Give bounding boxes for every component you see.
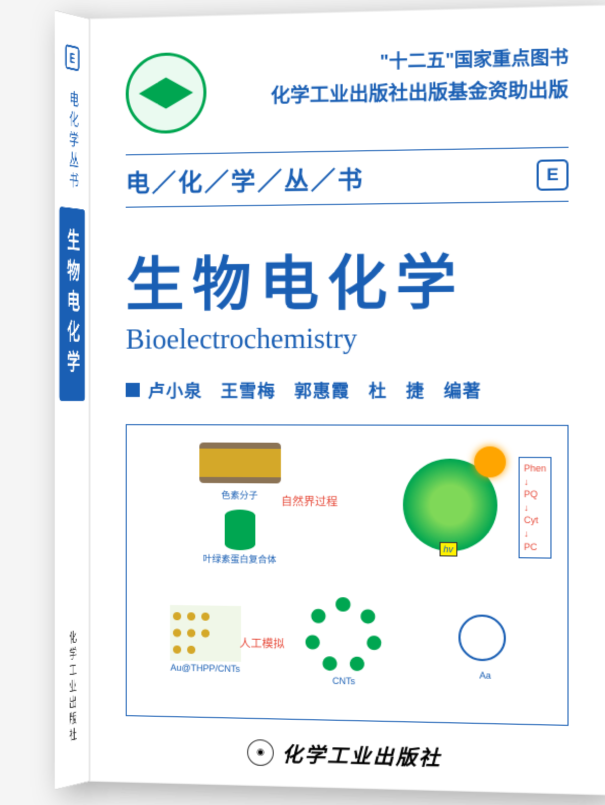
publisher-name: 化学工业出版社: [282, 738, 442, 772]
sun-icon: [474, 446, 506, 477]
electrode-icon: [438, 606, 533, 669]
science-diagram: 色素分子 叶绿素蛋白复合体 自然界过程 hv Phen ↓ PQ ↓: [126, 424, 569, 726]
publisher-logo-icon: ◉: [247, 739, 274, 766]
spine-title: 生物电化学: [59, 206, 85, 401]
porphyrin-ring-icon: [305, 596, 383, 674]
cover-logo-icon: E: [537, 159, 569, 191]
book-container: E 电化学丛书 生物电化学 化学工业出版社 "十二五"国家重点图书 化学工业出版…: [30, 5, 605, 796]
chain-pc: PC: [524, 541, 537, 551]
main-title: 生物电化学: [126, 233, 569, 323]
au-thpp-label: Au@THPP/CNTs: [170, 662, 240, 673]
chain-pq: PQ: [524, 489, 538, 499]
spine-publisher: 化学工业出版社: [67, 630, 78, 746]
nanoparticle-lattice-icon: [170, 604, 241, 661]
pigment-label: 色素分子: [221, 488, 258, 501]
spine-logo-icon: E: [65, 44, 79, 71]
authors-list: 卢小泉 王雪梅 郭惠霞 杜 捷 编著: [148, 376, 482, 402]
natural-process-label: 自然界过程: [281, 493, 338, 510]
author-bullet-icon: [126, 382, 140, 396]
authors-row: 卢小泉 王雪梅 郭惠霞 杜 捷 编著: [126, 376, 569, 402]
spine-series-label: 电化学丛书: [65, 89, 79, 193]
front-cover: "十二五"国家重点图书 化学工业出版社出版基金资助出版 电／化／学／丛／书 E …: [90, 5, 605, 796]
cnts-label-1: CNTs: [332, 675, 355, 686]
diagram-top-row: 色素分子 叶绿素蛋白复合体 自然界过程 hv Phen ↓ PQ ↓: [137, 435, 557, 575]
chain-sep1: ↓: [524, 476, 529, 486]
book-spine: E 电化学丛书 生物电化学 化学工业出版社: [55, 10, 90, 790]
top-header-row: "十二五"国家重点图书 化学工业出版社出版基金资助出版: [126, 43, 569, 134]
electrode-circle-icon: [459, 614, 506, 661]
funding-label: 化学工业出版社出版基金资助出版: [271, 74, 569, 108]
funding-seal-icon: [126, 52, 207, 134]
top-text-block: "十二五"国家重点图书 化学工业出版社出版基金资助出版: [271, 43, 569, 108]
electron-chain-box: Phen ↓ PQ ↓ Cyt ↓ PC: [519, 457, 552, 559]
electrode-cell: Aa: [414, 574, 557, 715]
chain-phen: Phen: [524, 463, 546, 473]
chain-cyt: Cyt: [524, 515, 538, 525]
national-key-label: "十二五"国家重点图书: [271, 43, 569, 77]
publisher-row: ◉ 化学工业出版社: [126, 734, 569, 774]
ring-cell: CNTs: [274, 572, 414, 711]
series-row: 电／化／学／丛／书 E: [126, 147, 569, 208]
subtitle-english: Bioelectrochemistry: [126, 322, 569, 357]
chlorophyll-label: 叶绿素蛋白复合体: [203, 551, 276, 565]
aa-label: Aa: [479, 670, 491, 681]
hv-label: hv: [439, 542, 457, 557]
series-name: 电／化／学／丛／书: [126, 159, 365, 198]
membrane-icon: [199, 442, 281, 483]
chain-sep2: ↓: [524, 502, 529, 512]
diagram-bottom-row: Au@THPP/CNTs 人工模拟 CNTs Aa: [137, 570, 557, 714]
cylinder-icon: [224, 509, 255, 550]
chain-sep3: ↓: [524, 528, 529, 538]
thylakoid-icon: hv: [402, 458, 496, 551]
photosystem-cell: hv Phen ↓ PQ ↓ Cyt ↓ PC: [344, 436, 557, 575]
seal-cube-icon: [139, 77, 193, 108]
